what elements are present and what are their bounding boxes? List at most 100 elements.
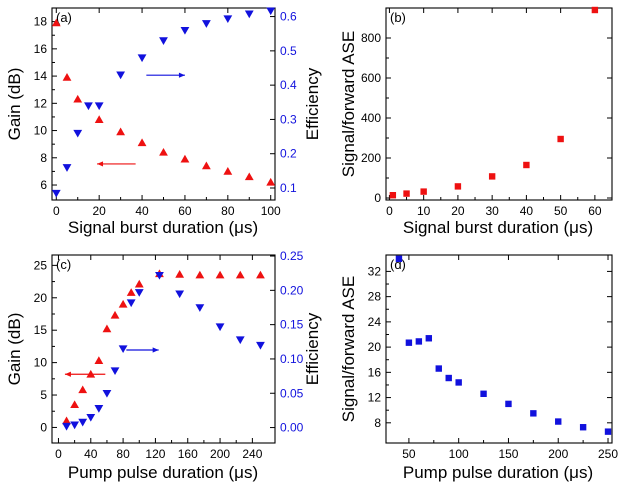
x-tick-label: 100 bbox=[261, 204, 281, 218]
data-point bbox=[134, 289, 144, 297]
y2-axis-label: Efficiency bbox=[303, 67, 322, 140]
data-point bbox=[175, 270, 185, 278]
data-point bbox=[266, 7, 276, 16]
x-tick-label: 200 bbox=[210, 447, 230, 461]
y2-axis-label: Efficiency bbox=[303, 312, 322, 385]
y2-tick-label: 0.6 bbox=[280, 10, 297, 24]
x-tick-label: 50 bbox=[554, 204, 568, 218]
y-tick-label: 14 bbox=[34, 69, 48, 83]
y-tick-label: 0 bbox=[40, 420, 47, 434]
x-tick-label: 120 bbox=[145, 447, 165, 461]
data-point bbox=[266, 177, 276, 186]
data-point bbox=[102, 389, 112, 398]
data-point bbox=[405, 339, 413, 346]
y-tick-label: 5 bbox=[40, 388, 47, 402]
y-tick-label: 12 bbox=[34, 96, 48, 110]
x-tick-label: 160 bbox=[178, 447, 198, 461]
data-point bbox=[244, 10, 254, 19]
data-point bbox=[94, 115, 104, 123]
x-axis-label: Pump pulse duration (μs) bbox=[68, 463, 258, 482]
y-tick-label: 400 bbox=[361, 111, 381, 125]
data-point bbox=[591, 6, 599, 14]
data-point bbox=[62, 422, 71, 431]
data-point bbox=[180, 26, 190, 35]
data-point bbox=[604, 428, 612, 435]
x-tick-label: 40 bbox=[135, 204, 149, 218]
data-point bbox=[201, 20, 211, 28]
data-point bbox=[235, 270, 245, 279]
x-tick-label: 40 bbox=[520, 204, 534, 218]
data-point bbox=[223, 15, 233, 24]
data-point bbox=[420, 188, 427, 195]
data-point bbox=[454, 183, 462, 190]
x-tick-label: 80 bbox=[221, 204, 235, 218]
data-point bbox=[84, 102, 93, 111]
x-tick-label: 240 bbox=[242, 447, 262, 461]
data-point bbox=[555, 418, 562, 425]
data-point bbox=[51, 18, 61, 27]
y-tick-label: 10 bbox=[34, 356, 48, 370]
x-tick-label: 80 bbox=[116, 447, 130, 461]
x-axis-label: Pump pulse duration (μs) bbox=[403, 463, 593, 482]
data-point bbox=[62, 416, 71, 425]
y2-tick-label: 0.1 bbox=[280, 181, 297, 195]
x-axis-label: Signal burst duration (μs) bbox=[403, 218, 593, 237]
y-tick-label: 8 bbox=[374, 416, 381, 430]
data-point bbox=[118, 299, 128, 308]
data-point bbox=[180, 154, 190, 163]
y-tick-label: 8 bbox=[40, 151, 47, 165]
data-point bbox=[425, 335, 433, 342]
data-point bbox=[244, 172, 254, 181]
data-point bbox=[110, 367, 120, 376]
data-point bbox=[159, 37, 168, 45]
x-tick-label: 40 bbox=[84, 447, 98, 461]
plot-frame bbox=[51, 254, 276, 444]
axis-arrow-head bbox=[97, 161, 104, 167]
y2-tick-label: 0.3 bbox=[280, 112, 297, 126]
x-axis-label: Signal burst duration (μs) bbox=[68, 218, 258, 237]
x-tick-label: 60 bbox=[178, 204, 192, 218]
data-point bbox=[235, 336, 245, 345]
data-point bbox=[94, 405, 104, 413]
data-point bbox=[51, 189, 61, 198]
data-point bbox=[102, 324, 112, 333]
plot-frame bbox=[385, 7, 613, 201]
x-tick-label: 200 bbox=[548, 447, 568, 461]
y-tick-label: 24 bbox=[368, 315, 382, 329]
x-tick-label: 0 bbox=[386, 204, 393, 218]
panel-label: (c) bbox=[56, 257, 71, 272]
data-point bbox=[445, 374, 452, 382]
data-point bbox=[435, 365, 442, 372]
y-tick-label: 20 bbox=[34, 291, 48, 305]
y2-tick-label: 0.05 bbox=[280, 386, 304, 400]
axis-arrow-head bbox=[178, 72, 185, 78]
data-point bbox=[505, 400, 512, 408]
x-tick-label: 20 bbox=[92, 204, 106, 218]
data-point bbox=[215, 270, 225, 279]
x-tick-label: 60 bbox=[588, 204, 602, 218]
x-tick-label: 250 bbox=[598, 447, 618, 461]
x-tick-label: 30 bbox=[485, 204, 499, 218]
data-point bbox=[195, 304, 205, 312]
y-tick-label: 20 bbox=[368, 340, 382, 354]
data-point bbox=[94, 356, 104, 364]
data-point bbox=[78, 418, 88, 427]
data-point bbox=[159, 147, 168, 156]
y2-tick-label: 0.4 bbox=[280, 78, 297, 92]
y-tick-label: 16 bbox=[34, 42, 48, 56]
data-point bbox=[403, 190, 410, 197]
data-point bbox=[86, 413, 96, 422]
data-point bbox=[579, 424, 587, 431]
data-point bbox=[201, 161, 211, 170]
data-point bbox=[530, 410, 537, 417]
x-tick-label: 0 bbox=[53, 204, 60, 218]
y-tick-label: 6 bbox=[40, 178, 47, 192]
data-point bbox=[70, 421, 80, 430]
y-axis-label: Gain (dB) bbox=[5, 313, 24, 386]
data-point bbox=[389, 192, 397, 199]
data-point bbox=[195, 270, 205, 279]
y-tick-label: 32 bbox=[368, 264, 382, 278]
data-point bbox=[488, 173, 496, 180]
y2-tick-label: 0.00 bbox=[280, 421, 304, 435]
